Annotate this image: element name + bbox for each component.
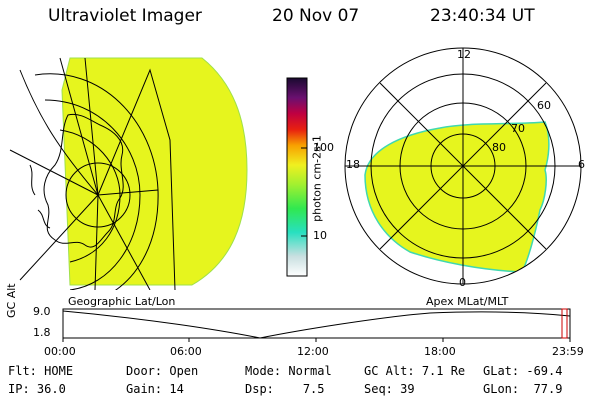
mlat-label-80: 80 bbox=[492, 141, 506, 154]
longitude-line bbox=[97, 189, 159, 196]
longitude-line bbox=[19, 194, 99, 281]
glat-readout: GLat: -69.4 bbox=[483, 364, 563, 378]
longitude-line bbox=[94, 194, 99, 290]
longitude-line bbox=[97, 194, 151, 290]
timeline-x-2359: 23:59 bbox=[552, 345, 584, 358]
door-readout: Door: Open bbox=[126, 364, 199, 378]
coastline bbox=[29, 164, 36, 196]
glon-readout: GLon: 77.9 bbox=[483, 382, 563, 396]
uv-emission-region bbox=[61, 57, 248, 286]
intensity-colorbar bbox=[286, 77, 308, 277]
altitude-timeline bbox=[62, 308, 571, 342]
timeline-x-1200: 12:00 bbox=[297, 345, 329, 358]
left-panel-caption: Geographic Lat/Lon bbox=[68, 295, 176, 308]
latitude-circle bbox=[65, 162, 131, 228]
longitude-line bbox=[84, 57, 99, 196]
ip-readout: IP: 36.0 bbox=[8, 382, 66, 396]
flt-readout: Flt: HOME bbox=[8, 364, 74, 378]
mlt-label-0: 0 bbox=[459, 276, 466, 289]
altitude-curve bbox=[62, 310, 571, 339]
mlat-label-60: 60 bbox=[537, 99, 551, 112]
mlat-label-70: 70 bbox=[511, 122, 525, 135]
gain-readout: Gain: 14 bbox=[126, 382, 184, 396]
mlt-label-6: 6 bbox=[578, 158, 585, 171]
timeline-x-0000: 00:00 bbox=[44, 345, 76, 358]
timeline-axis-label: GC Alt bbox=[5, 283, 18, 318]
seq-readout: Seq: 39 bbox=[364, 382, 415, 396]
date-label: 20 Nov 07 bbox=[272, 6, 360, 26]
mlt-label-18: 18 bbox=[346, 158, 360, 171]
timeline-y-min: 1.8 bbox=[33, 326, 51, 339]
longitude-line bbox=[9, 149, 99, 196]
longitude-line bbox=[19, 69, 99, 196]
coastline bbox=[43, 113, 124, 248]
magnetic-polar-panel bbox=[344, 47, 582, 285]
mlt-line bbox=[379, 82, 547, 250]
timeline-x-0600: 06:00 bbox=[170, 345, 202, 358]
longitude-line bbox=[97, 68, 176, 290]
mlt-label-12: 12 bbox=[457, 48, 471, 61]
coastline bbox=[37, 209, 51, 229]
time-label: 23:40:34 UT bbox=[430, 6, 535, 26]
gc-alt-readout: GC Alt: 7.1 Re bbox=[364, 364, 466, 378]
timeline-y-max: 9.0 bbox=[33, 305, 51, 318]
mode-readout: Mode: Normal bbox=[245, 364, 332, 378]
colorbar-tick-10: 10 bbox=[313, 229, 327, 242]
dsp-readout: Dsp: 7.5 bbox=[245, 382, 325, 396]
longitude-line bbox=[59, 57, 99, 196]
latitude-circle bbox=[59, 129, 121, 263]
current-time-marker bbox=[561, 308, 568, 339]
latitude-circle bbox=[34, 73, 159, 290]
timeline-x-1800: 18:00 bbox=[424, 345, 456, 358]
latitude-circle bbox=[44, 99, 141, 290]
colorbar-tick-100: 100 bbox=[313, 141, 334, 154]
geographic-image-panel bbox=[9, 57, 248, 290]
right-panel-caption: Apex MLat/MLT bbox=[426, 295, 509, 308]
instrument-title: Ultraviolet Imager bbox=[48, 6, 202, 26]
